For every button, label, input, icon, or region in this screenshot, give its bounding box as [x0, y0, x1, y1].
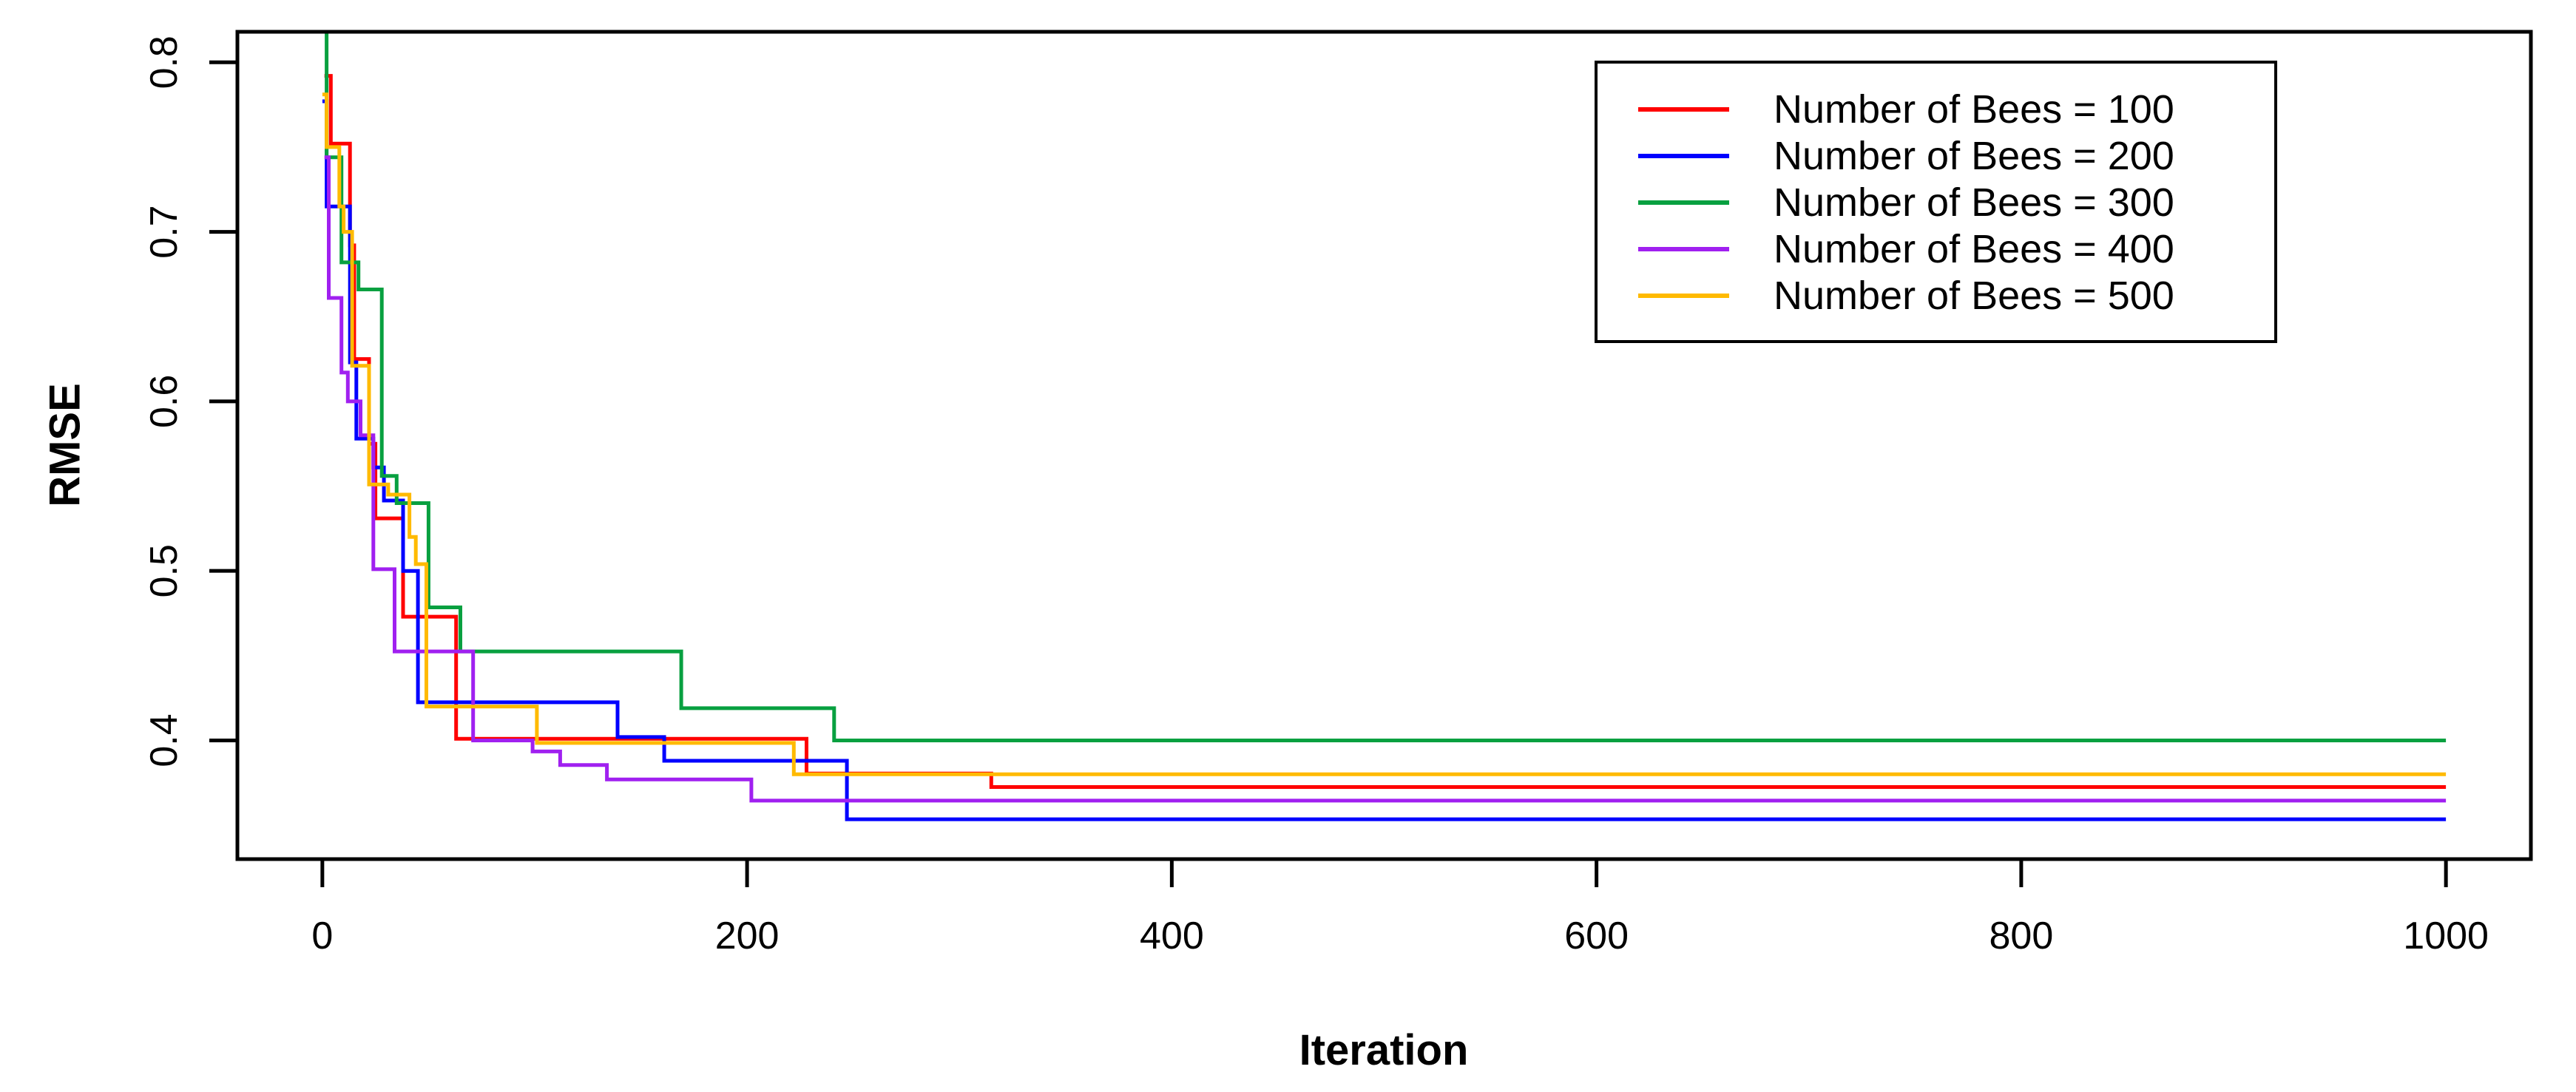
legend-item: Number of Bees = 100	[1638, 87, 2174, 132]
y-tick-label: 0.5	[143, 544, 186, 597]
y-axis: 0.4 0.5 0.6 0.7 0.8	[143, 35, 237, 767]
legend-label: Number of Bees = 400	[1774, 227, 2174, 271]
x-tick-label: 800	[1990, 915, 2054, 957]
legend-item: Number of Bees = 200	[1638, 134, 2174, 178]
y-tick-label: 0.8	[143, 35, 186, 89]
series-group	[322, 32, 2447, 821]
legend-item: Number of Bees = 400	[1638, 227, 2174, 271]
series-line-2	[322, 99, 2447, 821]
y-axis-title: RMSE	[41, 383, 89, 507]
legend-label: Number of Bees = 100	[1774, 87, 2174, 132]
legend-label: Number of Bees = 500	[1774, 274, 2174, 318]
y-tick-label: 0.7	[143, 205, 186, 258]
x-tick-label: 1000	[2403, 915, 2489, 957]
x-tick-label: 600	[1564, 915, 1629, 957]
series-line-3	[325, 32, 2447, 742]
legend-item: Number of Bees = 500	[1638, 274, 2174, 318]
series-line-4	[324, 155, 2447, 803]
x-axis-title: Iteration	[1299, 1026, 1469, 1074]
series-line-5	[322, 92, 2447, 776]
y-tick-label: 0.6	[143, 375, 186, 428]
x-tick-label: 200	[715, 915, 780, 957]
x-tick-label: 400	[1140, 915, 1204, 957]
y-tick-label: 0.4	[143, 713, 186, 767]
plot-border	[235, 30, 2533, 861]
x-axis: 0 200 400 600 800 1000	[311, 859, 2489, 957]
series-line-1	[324, 74, 2447, 789]
x-tick-label: 0	[311, 915, 333, 957]
legend-item: Number of Bees = 300	[1638, 180, 2174, 225]
legend-label: Number of Bees = 300	[1774, 180, 2174, 225]
legend-label: Number of Bees = 200	[1774, 134, 2174, 178]
